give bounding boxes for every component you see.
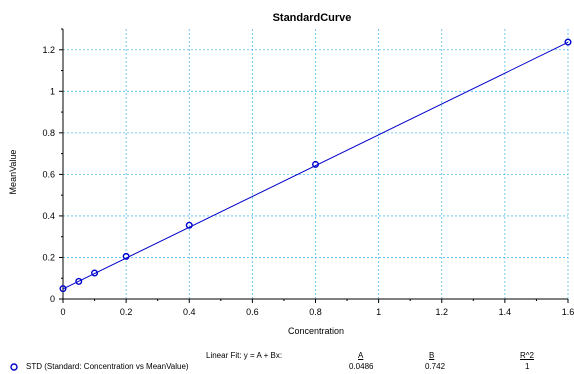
x-tick-label: 1.6 xyxy=(562,307,574,317)
x-tick-label: 1 xyxy=(376,307,381,317)
x-tick-label: 0 xyxy=(60,307,65,317)
x-tick-label: 0.6 xyxy=(246,307,259,317)
legend-marker-icon xyxy=(10,363,18,371)
x-tick-label: 0.4 xyxy=(183,307,196,317)
tick-labels: 0 0.2 0.4 0.6 0.8 1 1.2 1.4 1.6 0 0.2 0.4 0.6 0.8 1 1.2 xyxy=(42,45,574,317)
y-tick-label: 1.2 xyxy=(42,45,55,55)
fit-value-r2: 1 xyxy=(525,362,530,371)
data-point xyxy=(564,38,572,46)
fit-value-b: 0.742 xyxy=(425,362,446,371)
fit-header-label: Linear Fit: y = A + Bx: xyxy=(206,351,283,360)
y-tick-label: 0.6 xyxy=(42,169,55,179)
fit-line xyxy=(62,41,569,290)
data-point xyxy=(75,277,83,285)
data-point xyxy=(312,160,320,168)
data-points xyxy=(59,38,572,293)
data-point xyxy=(91,269,99,277)
axes xyxy=(59,28,569,303)
x-tick-label: 0.8 xyxy=(309,307,322,317)
x-axis-title: Concentration xyxy=(288,326,344,336)
data-point xyxy=(185,221,193,229)
y-tick-label: 0 xyxy=(50,294,55,304)
fit-col-r2: R^2 xyxy=(520,351,534,360)
chart-title: StandardCurve xyxy=(273,12,352,24)
data-point xyxy=(122,252,130,260)
y-tick-label: 0.4 xyxy=(42,211,55,221)
fit-value-a: 0.0486 xyxy=(349,362,374,371)
fit-col-a: A xyxy=(358,351,364,360)
grid xyxy=(63,29,569,299)
fit-line-group xyxy=(62,41,569,290)
data-point xyxy=(59,285,67,293)
x-tick-label: 1.2 xyxy=(435,307,448,317)
y-tick-label: 0.8 xyxy=(42,128,55,138)
x-tick-label: 0.2 xyxy=(120,307,133,317)
y-tick-label: 0.2 xyxy=(42,252,55,262)
legend-series-label: STD (Standard: Concentration vs MeanValu… xyxy=(26,362,189,371)
y-tick-label: 1 xyxy=(50,86,55,96)
fit-col-b: B xyxy=(429,351,435,360)
x-tick-label: 1.4 xyxy=(499,307,512,317)
y-axis-title: MeanValue xyxy=(8,150,18,195)
